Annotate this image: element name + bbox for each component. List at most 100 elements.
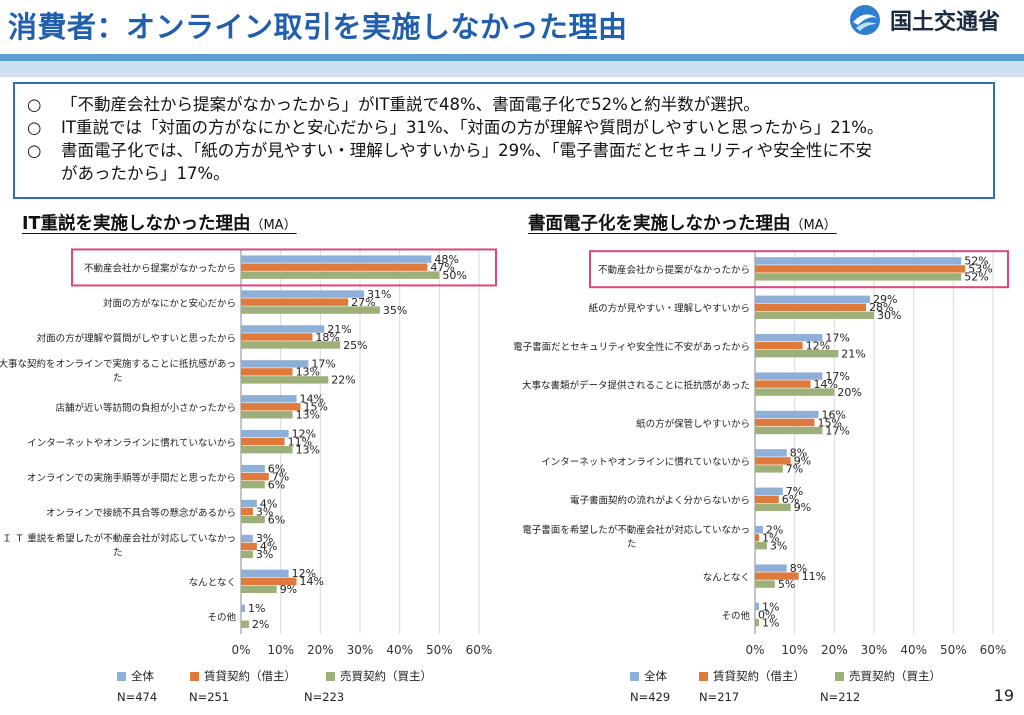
- bar: [241, 585, 277, 594]
- bar: [755, 257, 962, 265]
- tick-label: 20%: [307, 643, 334, 657]
- category-label: オンラインでの実施手順等が手間だと思ったから: [27, 472, 236, 484]
- category-label: 不動産会社から提案がなかったから: [84, 262, 236, 274]
- chart-title-doc: 書面電子化を実施しなかった理由（MA）: [528, 214, 837, 234]
- data-label: 48%: [434, 253, 458, 266]
- summary-line: があったから」17%。: [61, 164, 230, 183]
- bar: [241, 550, 253, 559]
- bar: [241, 290, 364, 298]
- category-label: た: [113, 373, 123, 384]
- bar: [241, 341, 341, 349]
- data-label: 17%: [825, 370, 849, 383]
- category-label: インターネットやオンラインに慣れていないから: [541, 456, 750, 468]
- tick-label: 50%: [426, 643, 453, 657]
- data-label: 6%: [268, 478, 285, 491]
- data-label: 14%: [814, 378, 838, 391]
- data-label: 4%: [260, 497, 277, 510]
- bar: [755, 410, 819, 419]
- data-label: 12%: [292, 428, 316, 441]
- tick-label: 30%: [347, 643, 374, 657]
- mlit-emblem-icon: [850, 5, 880, 35]
- category-label: た: [113, 548, 123, 559]
- data-label: 6%: [268, 513, 285, 526]
- data-label: 13%: [296, 444, 320, 457]
- bar: [755, 534, 759, 542]
- bar: [241, 472, 269, 481]
- bar: [755, 342, 803, 350]
- data-label: 12%: [806, 340, 830, 353]
- page-number: 19: [993, 686, 1014, 705]
- data-label: 2%: [766, 524, 783, 537]
- bar: [755, 602, 759, 611]
- data-label: 14%: [300, 393, 324, 406]
- data-label: 17%: [825, 424, 849, 437]
- chart-title-it: IT重説を実施しなかった理由（MA）: [22, 214, 297, 234]
- category-label: オンラインで接続不具合等の懸念があるから: [46, 507, 236, 519]
- bar: [755, 487, 783, 495]
- tick-label: 10%: [267, 643, 294, 657]
- data-label: 2%: [252, 618, 269, 631]
- bar: [241, 464, 265, 473]
- data-label: 3%: [256, 505, 273, 518]
- summary-box: ○ 「不動産会社から提案がなかったから」がIT重説で48%、書面電子化で52%と約…: [13, 82, 995, 199]
- highlight-box: [71, 248, 497, 287]
- category-label: 店舗が近い等訪問の負担が小さかったから: [55, 402, 236, 414]
- data-label: 15%: [304, 401, 328, 414]
- data-label: 14%: [300, 575, 324, 588]
- data-label: 50%: [442, 269, 466, 282]
- bar: [241, 577, 297, 586]
- bar: [241, 499, 257, 508]
- bar: [241, 430, 289, 438]
- bar: [241, 569, 289, 578]
- data-label: 3%: [770, 540, 787, 553]
- data-label: 47%: [430, 261, 454, 274]
- header-band-light: [0, 61, 1024, 77]
- legend-doc: 全体 賃貸契約（借主） 売買契約（買主）: [630, 668, 963, 684]
- data-label: 20%: [837, 386, 861, 399]
- data-label: 7%: [272, 470, 289, 483]
- data-label: 21%: [841, 348, 865, 361]
- legend-item: 売買契約（買主）: [326, 668, 432, 684]
- bar: [241, 542, 257, 551]
- category-label: 紙の方が見やすい・理解しやすいから: [589, 303, 750, 315]
- summary-line: ○ IT重説では「対面の方がなにかと安心だから」31%、「対面の方が理解や質問がし…: [27, 118, 884, 137]
- legend-item: 売買契約（買主）: [835, 668, 941, 684]
- category-label: その他: [721, 610, 750, 622]
- bar: [755, 495, 779, 503]
- data-label: 1%: [762, 532, 779, 545]
- n-count: N=217: [699, 690, 740, 704]
- bar: [755, 303, 867, 311]
- bar: [755, 457, 791, 465]
- data-label: 11%: [802, 570, 826, 583]
- tick-label: 30%: [861, 643, 888, 657]
- data-label: 13%: [296, 409, 320, 422]
- bar: [241, 620, 249, 628]
- tick-label: 60%: [980, 643, 1007, 657]
- data-label: 1%: [762, 616, 779, 629]
- legend-item: 全体: [630, 668, 667, 684]
- data-label: 29%: [873, 293, 897, 306]
- tick-label: 0%: [745, 643, 764, 657]
- category-label: 対面の方が理解や質問がしやすいと思ったから: [37, 332, 236, 344]
- tick-label: 50%: [940, 643, 967, 657]
- bar: [241, 480, 265, 489]
- data-label: 28%: [869, 301, 893, 314]
- bar: [755, 542, 767, 550]
- data-label: 3%: [256, 548, 273, 561]
- category-label: インターネットやオンラインに慣れていないから: [27, 437, 236, 449]
- data-label: 31%: [367, 288, 391, 301]
- bar: [241, 411, 293, 419]
- bar: [241, 368, 293, 376]
- data-label: 52%: [964, 255, 988, 268]
- category-label: 対面の方がなにかと安心だから: [103, 297, 236, 309]
- data-label: 17%: [825, 332, 849, 345]
- bar: [241, 325, 325, 333]
- bar: [755, 265, 966, 273]
- bar: [755, 449, 787, 457]
- bar: [241, 271, 440, 279]
- tick-label: 10%: [781, 643, 808, 657]
- legend-item: 全体: [117, 668, 154, 684]
- bar: [241, 333, 313, 341]
- data-label: 12%: [292, 567, 316, 580]
